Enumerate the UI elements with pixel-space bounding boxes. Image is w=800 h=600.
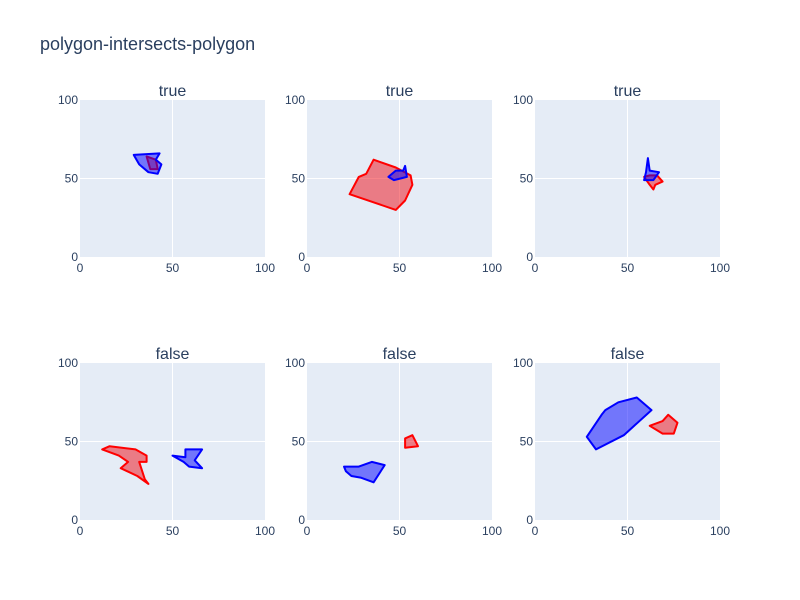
y-tick-label: 0: [71, 250, 78, 264]
subplot-title: true: [614, 83, 642, 100]
x-tick-label: 100: [482, 524, 502, 538]
y-tick-label: 100: [513, 356, 533, 370]
x-tick-label: 50: [166, 524, 180, 538]
y-tick-label: 50: [520, 435, 534, 449]
x-tick-label: 100: [710, 261, 730, 275]
subplot-grid: 0 50 100 0 50 100 true 0 50 100 0 50 100 true 0 50 100 0 5…: [58, 83, 730, 538]
x-tick-label: 0: [532, 261, 539, 275]
y-tick-label: 100: [285, 356, 305, 370]
x-tick-label: 100: [710, 524, 730, 538]
y-tick-label: 100: [513, 93, 533, 107]
subplot-2: 0 50 100 0 50 100 true: [285, 83, 502, 275]
y-tick-label: 0: [526, 513, 533, 527]
x-tick-label: 0: [77, 261, 84, 275]
red-polygon: [648, 413, 679, 435]
x-tick-label: 0: [304, 524, 311, 538]
y-tick-label: 100: [285, 93, 305, 107]
blue-polygon: [585, 396, 653, 451]
blue-polygon: [132, 152, 163, 175]
subplot-title: false: [156, 346, 190, 363]
subplot-1: 0 50 100 0 50 100 true: [58, 83, 275, 275]
x-tick-label: 0: [304, 261, 311, 275]
x-tick-label: 50: [621, 524, 635, 538]
x-tick-label: 50: [166, 261, 180, 275]
x-tick-label: 0: [532, 524, 539, 538]
y-tick-label: 0: [71, 513, 78, 527]
x-tick-label: 50: [393, 524, 407, 538]
y-tick-label: 0: [298, 513, 305, 527]
blue-polygon: [343, 460, 386, 484]
x-tick-label: 100: [482, 261, 502, 275]
subplot-title: false: [383, 346, 417, 363]
figure-title: polygon-intersects-polygon: [40, 34, 255, 54]
x-tick-label: 100: [255, 524, 275, 538]
x-tick-label: 0: [77, 524, 84, 538]
y-tick-label: 50: [520, 172, 534, 186]
subplot-title: false: [611, 346, 645, 363]
blue-polygon: [643, 157, 660, 182]
subplot-6: 0 50 100 0 50 100 false: [513, 346, 730, 538]
subplot-title: true: [386, 83, 414, 100]
blue-polygon: [387, 164, 408, 182]
x-tick-label: 100: [255, 261, 275, 275]
y-tick-label: 50: [65, 172, 79, 186]
blue-polygon: [171, 448, 204, 470]
subplot-title: true: [159, 83, 187, 100]
y-tick-label: 100: [58, 93, 78, 107]
y-tick-label: 100: [58, 356, 78, 370]
subplot-4: 0 50 100 0 50 100 false: [58, 346, 275, 538]
y-tick-label: 0: [298, 250, 305, 264]
y-tick-label: 0: [526, 250, 533, 264]
subplot-5: 0 50 100 0 50 100 false: [285, 346, 502, 538]
red-polygon: [101, 445, 150, 485]
red-polygon: [404, 434, 419, 449]
x-tick-label: 50: [621, 261, 635, 275]
y-tick-label: 50: [65, 435, 79, 449]
x-tick-label: 50: [393, 261, 407, 275]
y-tick-label: 50: [292, 435, 306, 449]
y-tick-label: 50: [292, 172, 306, 186]
subplot-3: 0 50 100 0 50 100 true: [513, 83, 730, 275]
